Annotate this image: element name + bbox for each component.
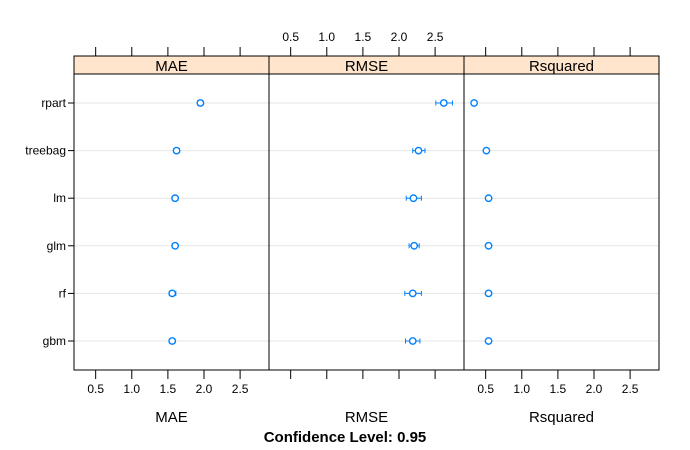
- mae-point-lm: [171, 194, 180, 203]
- rmse-strip-label: RMSE: [345, 58, 388, 75]
- rmse-strip: [269, 56, 464, 74]
- mae-point-treebag: [172, 146, 181, 155]
- model-label-glm: glm: [47, 239, 66, 253]
- rsquared-tick-label: 1.0: [513, 382, 530, 396]
- mae-point-rf: [168, 289, 177, 298]
- model-label-rpart: rpart: [41, 96, 66, 110]
- mae-point-rpart: [196, 99, 205, 107]
- rsquared-point-rpart: [470, 99, 479, 107]
- rsquared-tick-label: 2.0: [586, 382, 603, 396]
- rsquared-axis-title: Rsquared: [529, 409, 594, 426]
- model-label-gbm: gbm: [43, 334, 66, 348]
- mae-tick-label: 1.5: [160, 382, 177, 396]
- rmse-point-rpart: [439, 99, 448, 107]
- rsquared-point-gbm: [484, 337, 493, 345]
- rmse-point-gbm: [408, 337, 417, 345]
- rsquared-tick-label: 0.5: [477, 382, 494, 396]
- rmse-axis-title: RMSE: [345, 409, 388, 426]
- mae-strip-label: MAE: [155, 58, 188, 75]
- rmse-tick-label: 2.5: [427, 30, 444, 44]
- data-marks: [168, 99, 493, 345]
- model-label-rf: rf: [59, 286, 67, 300]
- rsquared-point-rf: [484, 289, 493, 298]
- panel-frames: MAE 0.5 1.0 1.5 2.0 2.5 MAE RMSE 0.5 1.0 1.5 2.0 2.5…: [25, 30, 660, 426]
- mae-axis-title: MAE: [155, 409, 188, 426]
- rsquared-point-treebag: [482, 146, 491, 155]
- panel-backgrounds: [74, 56, 659, 342]
- rmse-point-lm: [409, 194, 418, 203]
- mae-point-glm: [171, 241, 180, 250]
- rsquared-point-lm: [484, 194, 493, 203]
- rmse-tick-label: 1.0: [318, 30, 335, 44]
- rmse-point-glm: [410, 241, 419, 250]
- rsquared-point-glm: [484, 241, 493, 250]
- rmse-tick-label: 1.5: [355, 30, 372, 44]
- rmse-tick-label: 0.5: [282, 30, 299, 44]
- rsquared-strip: [464, 56, 659, 74]
- model-label-lm: lm: [53, 191, 66, 205]
- rmse-point-rf: [408, 289, 417, 298]
- rmse-point-treebag: [414, 146, 423, 155]
- rsquared-tick-label: 2.5: [622, 382, 639, 396]
- mae-tick-label: 1.0: [123, 382, 140, 396]
- rsquared-panel-frame: [463, 55, 660, 371]
- confidence-level-title: Confidence Level: 0.95: [264, 429, 427, 446]
- rsquared-tick-label: 1.5: [550, 382, 567, 396]
- mae-strip: [74, 56, 269, 74]
- model-label-treebag: treebag: [25, 144, 66, 158]
- rmse-tick-label: 2.0: [391, 30, 408, 44]
- mae-tick-label: 2.5: [232, 382, 249, 396]
- mae-point-gbm: [168, 337, 177, 345]
- mae-tick-label: 0.5: [87, 382, 104, 396]
- rsquared-strip-label: Rsquared: [529, 58, 594, 75]
- mae-tick-label: 2.0: [196, 382, 213, 396]
